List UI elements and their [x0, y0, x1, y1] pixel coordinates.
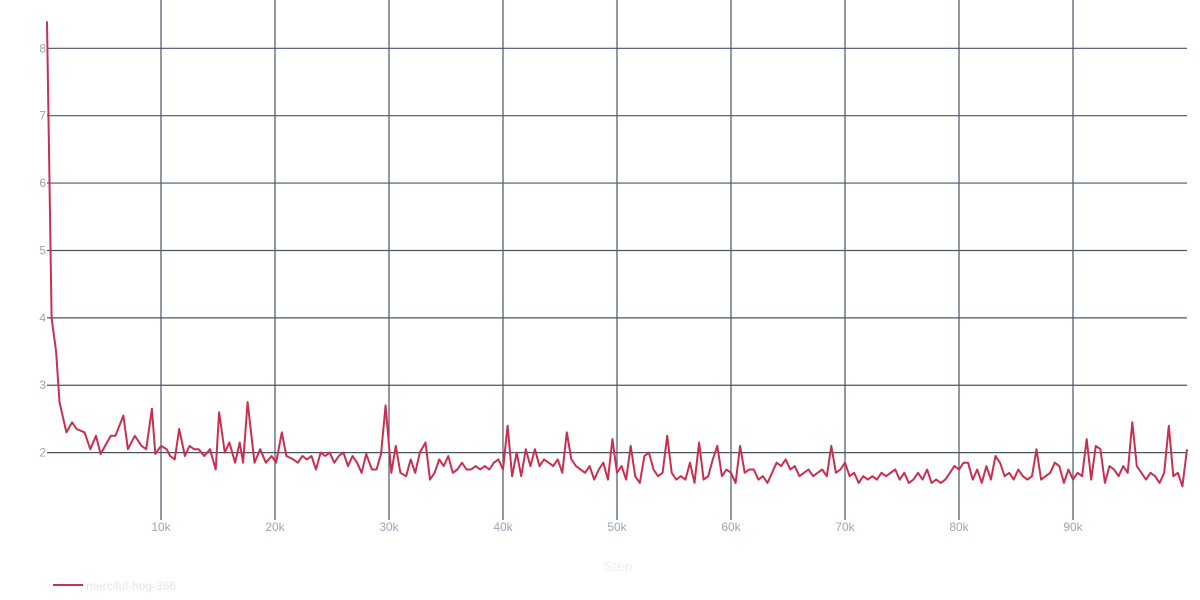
y-tick-label: 6: [39, 176, 46, 190]
grid-lines: [47, 0, 1187, 520]
x-axis-tick-labels: 10k 20k 30k 40k 50k 60k 70k 80k 90k: [151, 520, 1083, 534]
y-tick-label: 4: [39, 311, 46, 325]
legend-label: merciful-hog-366: [86, 579, 176, 593]
x-tick-label: 90k: [1063, 520, 1083, 534]
x-tick-label: 10k: [151, 520, 171, 534]
y-tick-label: 7: [39, 109, 46, 123]
legend[interactable]: merciful-hog-366: [53, 579, 176, 593]
x-tick-label: 20k: [265, 520, 285, 534]
series-line: [46, 21, 1188, 488]
y-axis-tick-labels: 2 3 4 5 6 7 8: [39, 41, 46, 459]
x-tick-label: 50k: [607, 520, 627, 534]
y-tick-label: 5: [39, 243, 46, 257]
y-tick-label: 2: [39, 446, 46, 460]
y-tick-label: 3: [39, 378, 46, 392]
x-axis-title: Step: [604, 558, 633, 574]
x-tick-label: 40k: [493, 520, 513, 534]
x-tick-label: 80k: [949, 520, 969, 534]
x-tick-label: 30k: [379, 520, 399, 534]
series-group: [46, 21, 1188, 488]
x-tick-label: 70k: [835, 520, 855, 534]
x-tick-label: 60k: [721, 520, 741, 534]
y-tick-label: 8: [39, 41, 46, 55]
